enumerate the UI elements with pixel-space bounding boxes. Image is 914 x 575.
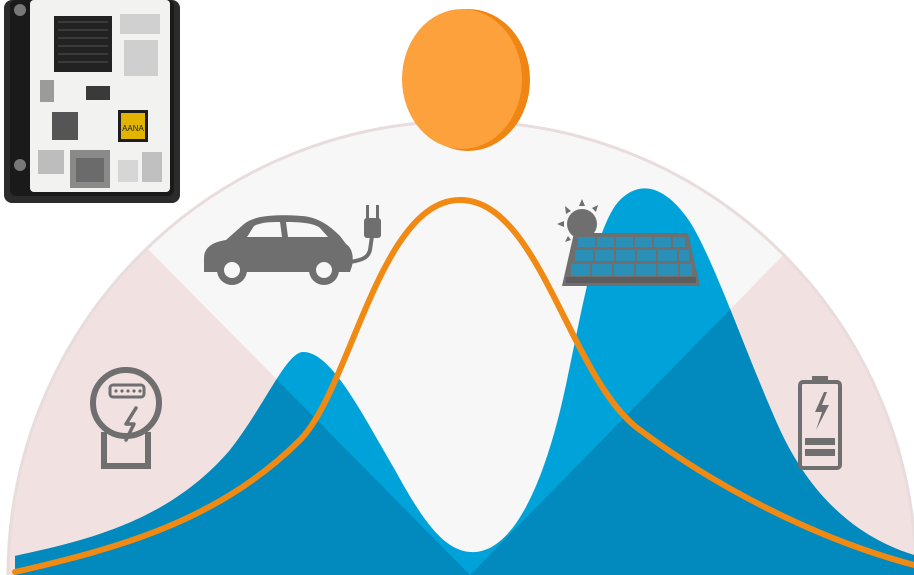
electric-car-icon	[204, 205, 381, 285]
demand-shade-right	[470, 240, 914, 575]
energy-meter-icon	[90, 367, 162, 469]
solar-panel-icon	[557, 199, 700, 286]
battery-icon	[798, 376, 842, 470]
board-marking-text: AANA	[122, 124, 144, 133]
solar-curve	[12, 196, 914, 575]
sun-icon	[402, 9, 530, 151]
single-board-computer-image: AANA	[0, 0, 182, 205]
